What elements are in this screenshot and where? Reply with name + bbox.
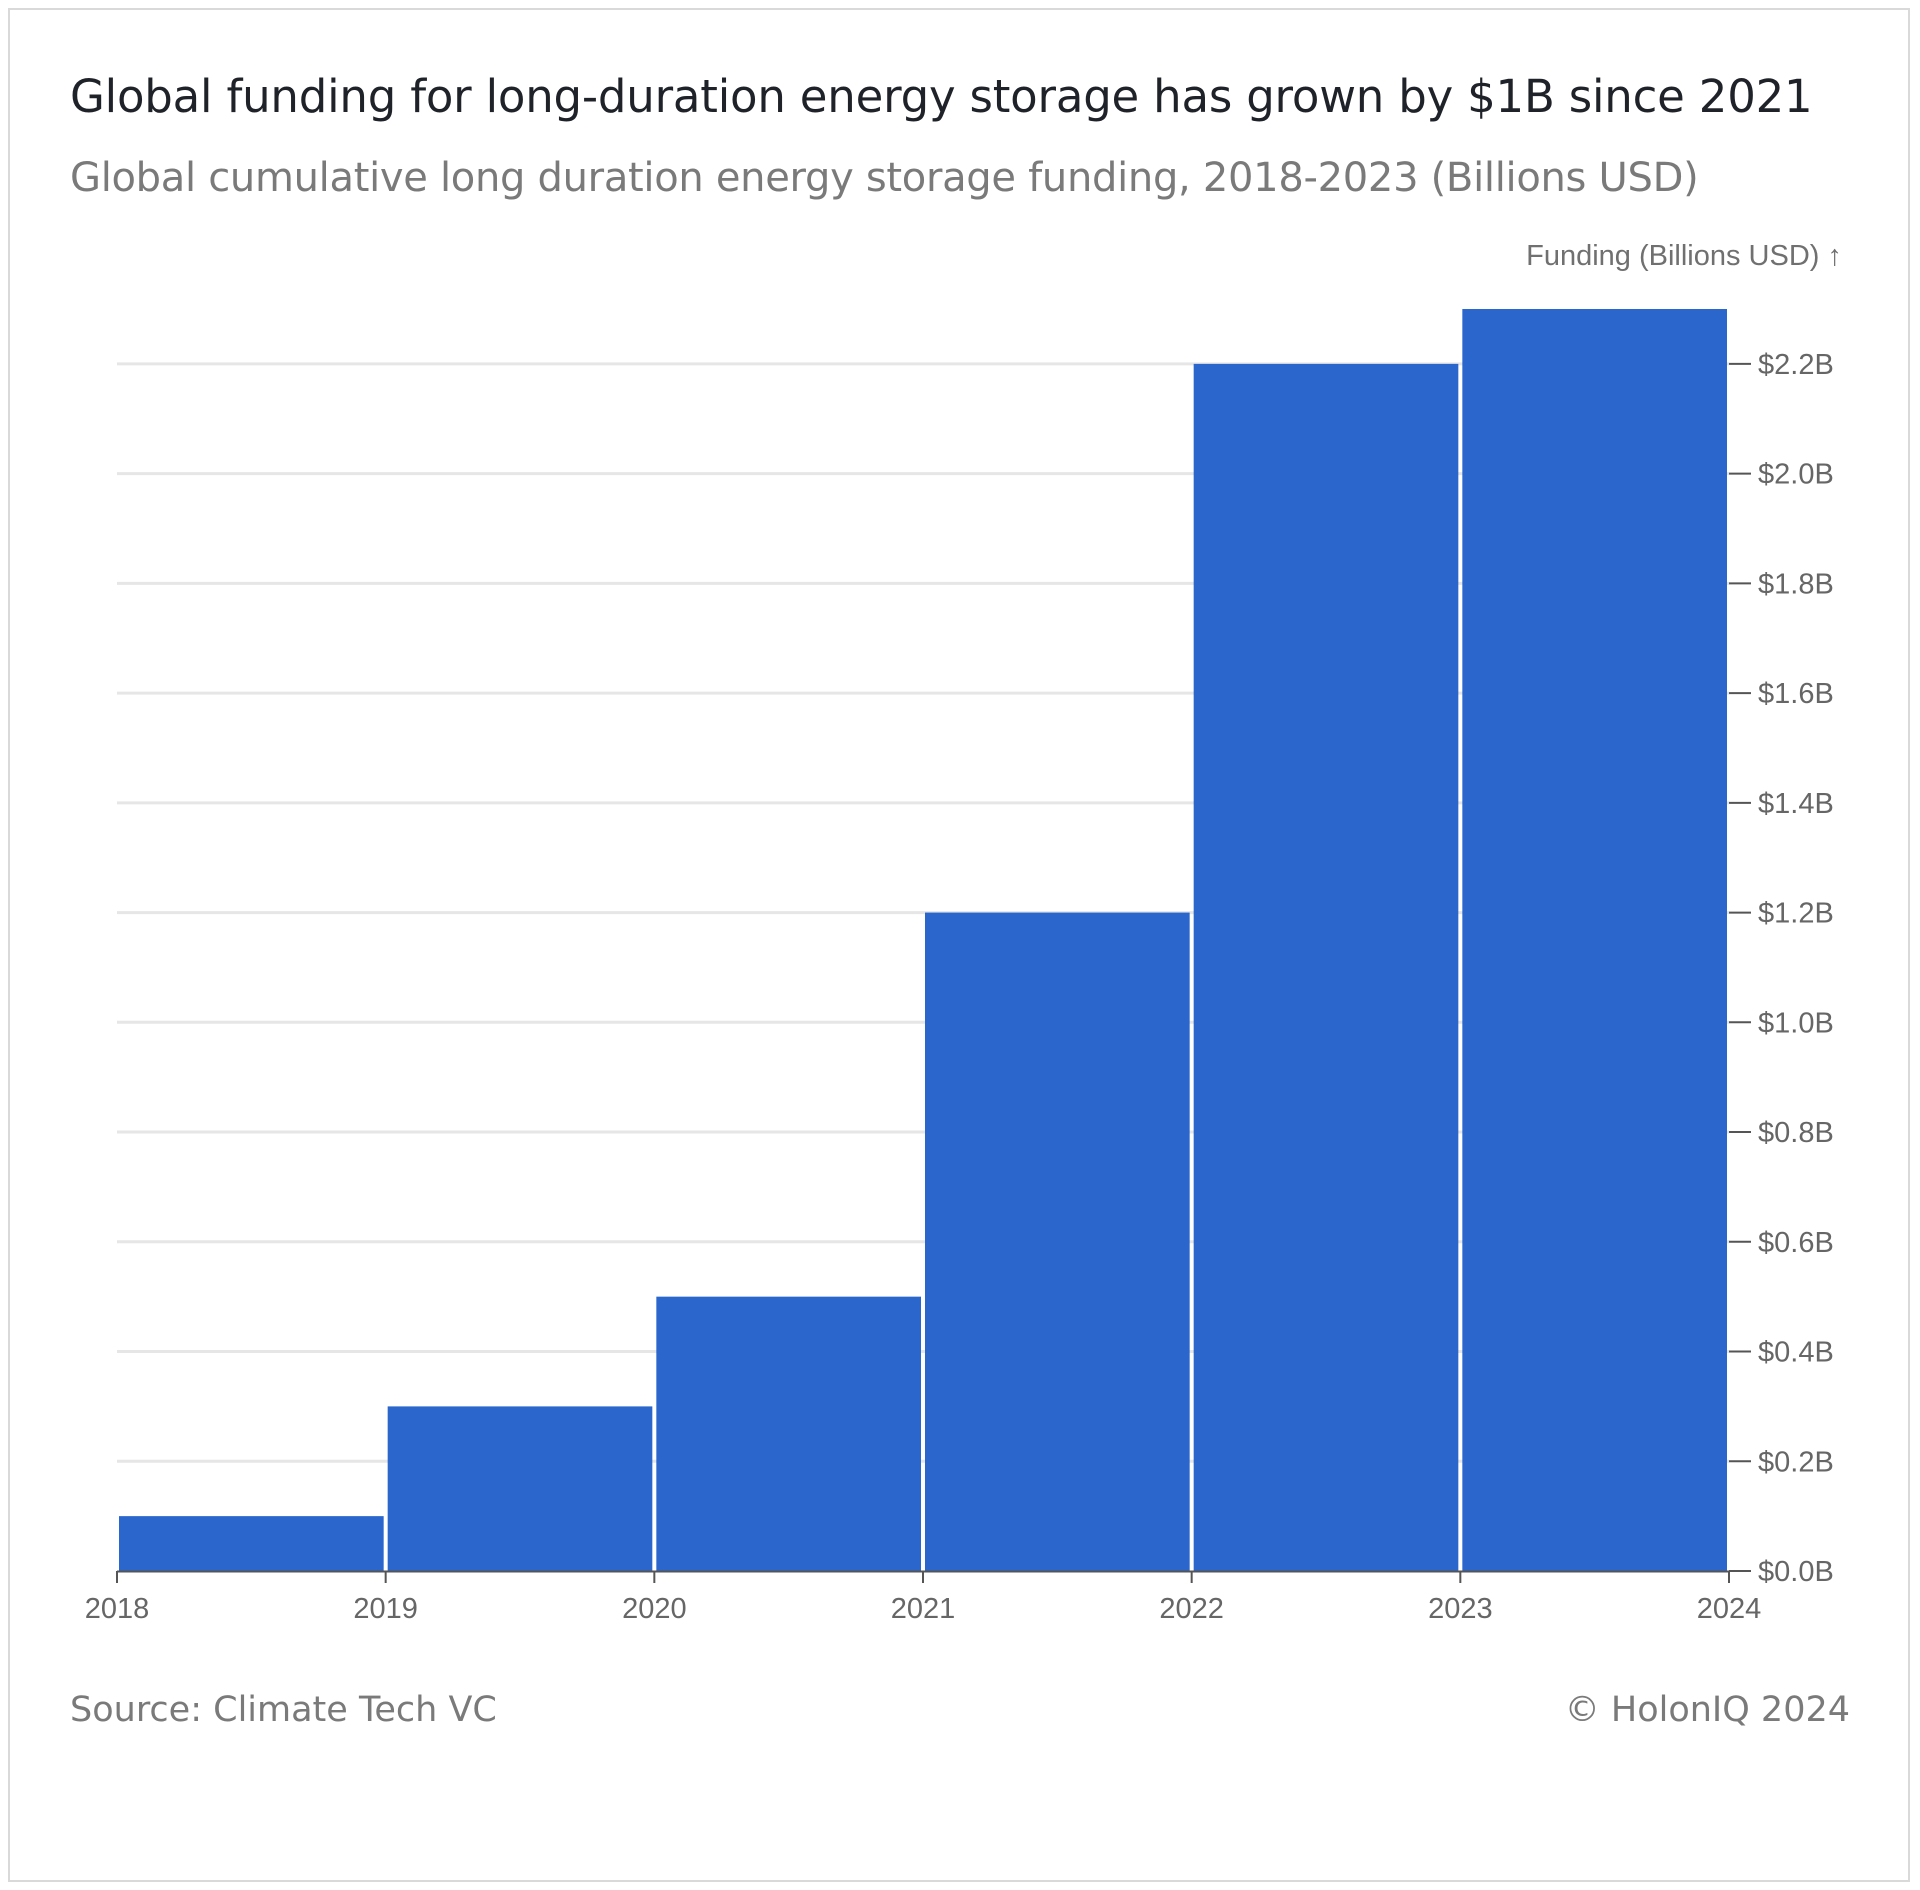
gridlines: [117, 362, 1729, 1463]
copyright-note: © HolonIQ 2024: [1564, 1690, 1850, 1730]
x-tick-label: 2020: [622, 1593, 687, 1625]
chart-title: Global funding for long-duration energy …: [70, 70, 1813, 123]
bar-2021: [925, 912, 1190, 1571]
bar-2020: [656, 1296, 921, 1571]
y-tick-label: $0.4B: [1758, 1337, 1834, 1369]
y-tick-label: $0.2B: [1758, 1446, 1834, 1478]
x-tick-label: 2018: [85, 1593, 150, 1625]
bar-2022: [1193, 363, 1459, 1571]
y-tick-label: $1.2B: [1758, 898, 1834, 930]
x-tick-label: 2021: [891, 1593, 956, 1625]
x-tick-label: 2019: [353, 1593, 418, 1625]
bar-2019: [387, 1406, 653, 1571]
x-tick-label: 2024: [1697, 1593, 1762, 1625]
y-tick-label: $0.8B: [1758, 1117, 1834, 1149]
y-tick-label: $0.0B: [1758, 1556, 1834, 1588]
chart-subtitle: Global cumulative long duration energy s…: [70, 155, 1699, 201]
bar-2023: [1462, 309, 1727, 1571]
y-tick-label: $1.4B: [1758, 788, 1834, 820]
x-tick-label: 2022: [1159, 1593, 1224, 1625]
bar-2018: [119, 1516, 384, 1571]
axes: 2018 2019 2020 2021 2022 2023 2024 $0.0B $0.2B $0…: [85, 349, 1834, 1625]
y-tick-label: $2.2B: [1758, 349, 1834, 381]
y-tick-label: $0.6B: [1758, 1227, 1834, 1259]
y-axis-label: Funding (Billions USD) ↑: [1526, 240, 1842, 272]
source-note: Source: Climate Tech VC: [70, 1690, 497, 1730]
y-tick-label: $1.0B: [1758, 1007, 1834, 1039]
y-tick-label: $1.6B: [1758, 678, 1834, 710]
y-tick-label: $1.8B: [1758, 568, 1834, 600]
y-tick-label: $2.0B: [1758, 459, 1834, 491]
bars: [119, 309, 1727, 1571]
x-tick-label: 2023: [1428, 1593, 1493, 1625]
